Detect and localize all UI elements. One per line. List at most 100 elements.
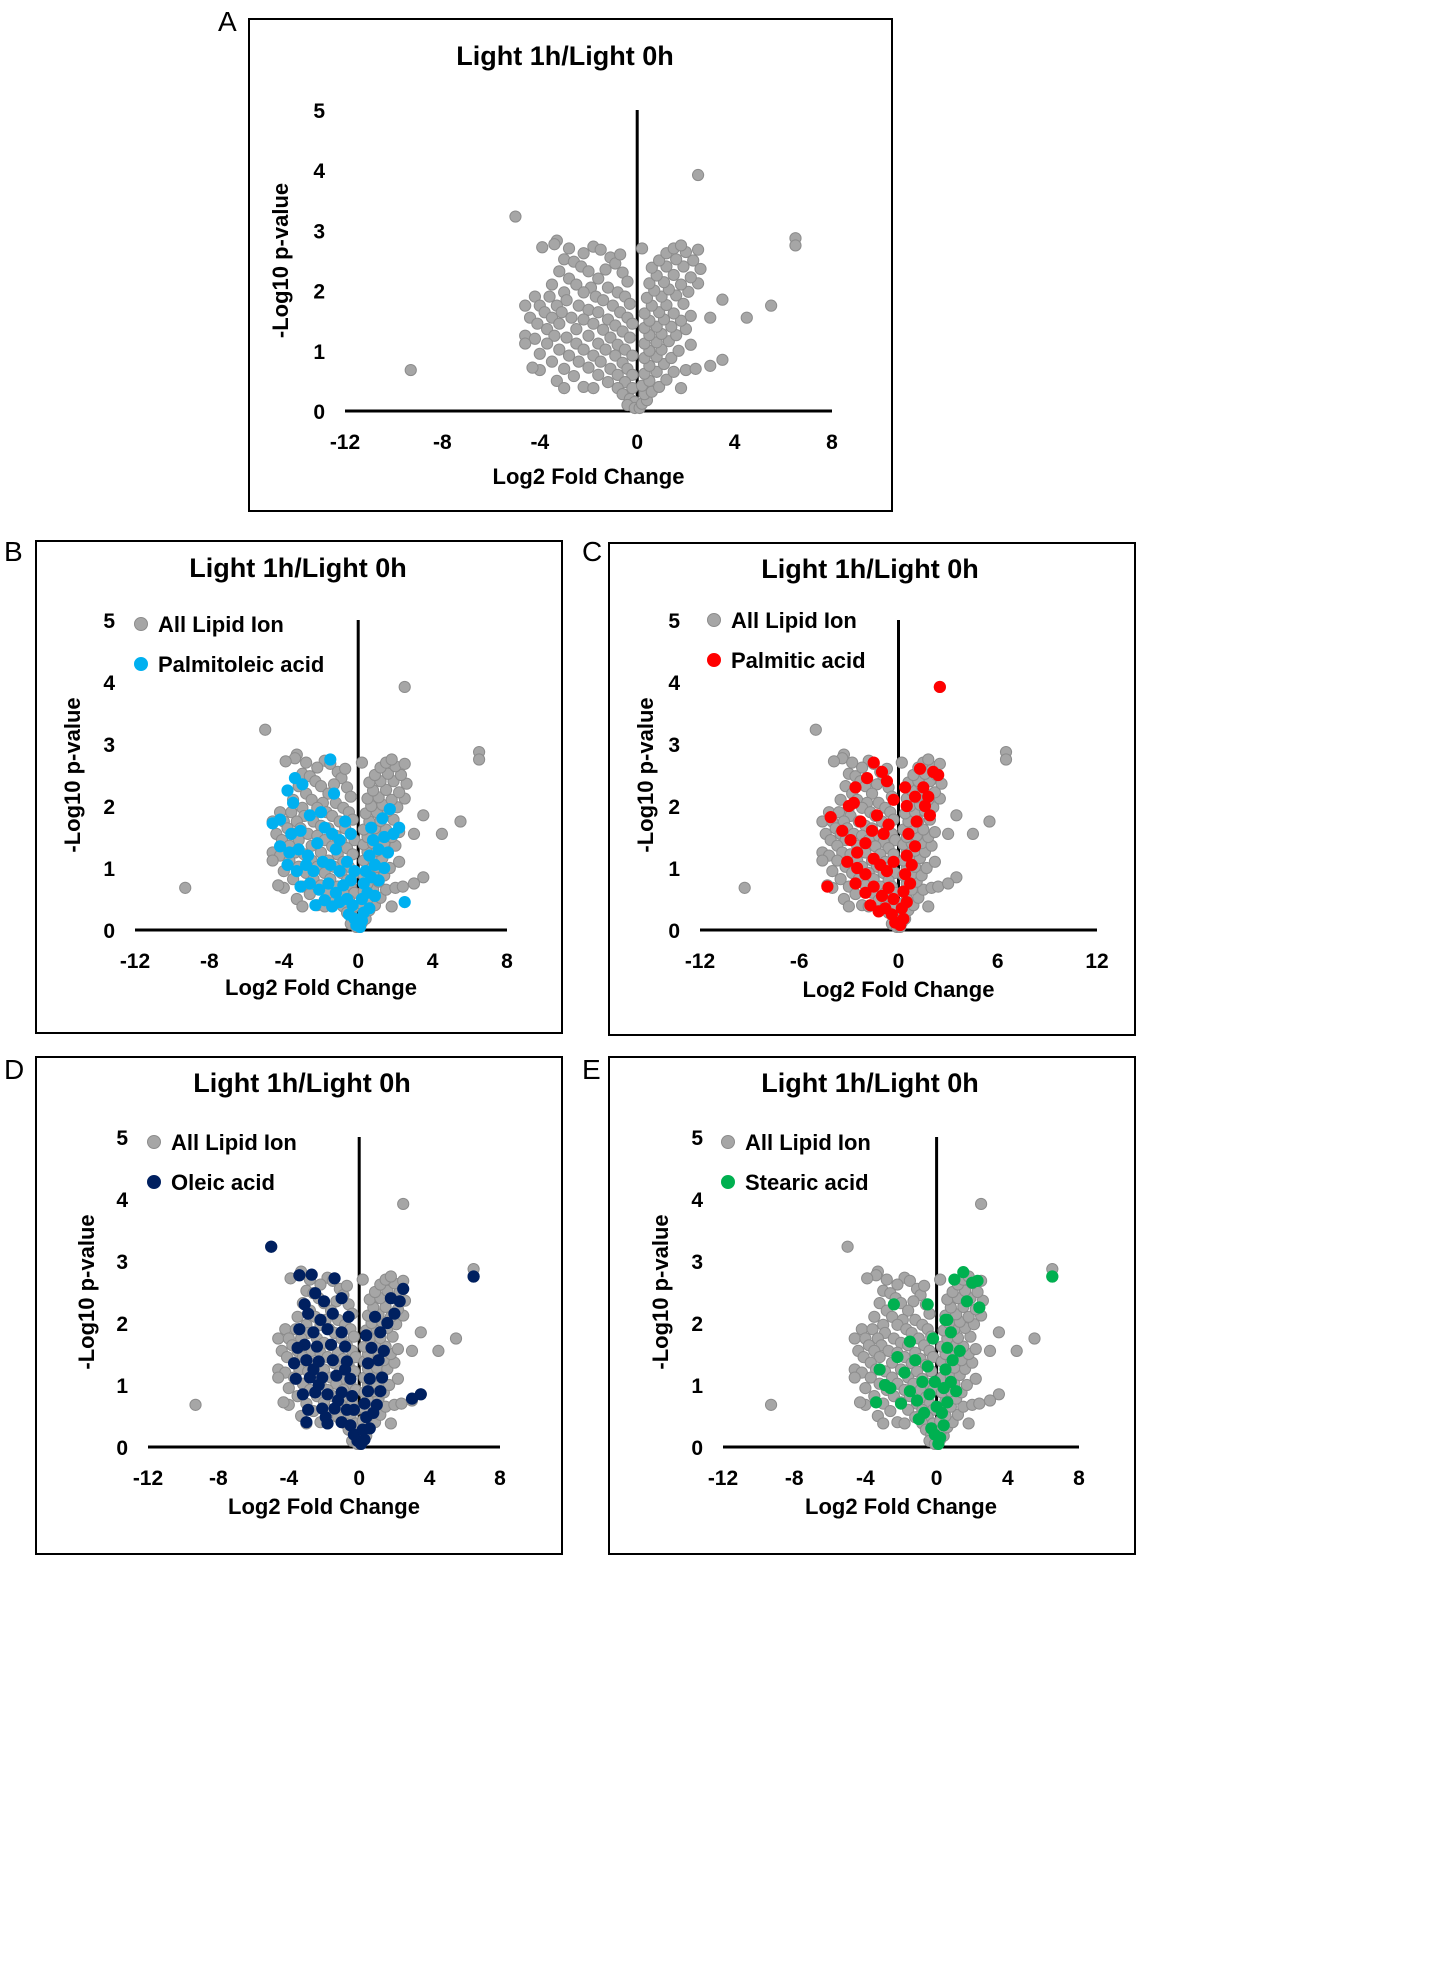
panel-a-all-lipid-point	[765, 299, 778, 312]
panel-b-all-lipid-point	[296, 900, 309, 913]
panel-c-palmitic-point	[875, 889, 889, 903]
panel-b-all-lipid-point	[380, 783, 393, 796]
panel-c-all-lipid-point	[834, 873, 847, 886]
panel-c-all-lipid-point	[865, 787, 879, 800]
panel-d-x-tick-label: -12	[133, 1467, 163, 1490]
panel-a-all-lipid-point	[545, 355, 559, 368]
panel-a-all-lipid-point	[548, 329, 561, 342]
panel-d-all-lipid-point	[384, 1270, 397, 1283]
panel-e-y-tick-label: 3	[691, 1251, 703, 1274]
panel-d-oleic-point	[302, 1403, 315, 1416]
panel-a-all-lipid-point	[667, 307, 680, 320]
panel-d-legend-marker	[147, 1135, 161, 1149]
panel-d-legend-label: Oleic acid	[171, 1170, 275, 1195]
panel-b-palmitoleic-point	[398, 896, 411, 909]
panel-d-oleic-point	[370, 1398, 383, 1411]
panel-a-all-lipid-point	[672, 344, 685, 357]
panel-e-stearic-point	[960, 1295, 973, 1308]
panel-e-stearic-point	[948, 1273, 961, 1286]
panel-a-all-lipid-point	[601, 376, 615, 389]
panel-d-x-label: Log2 Fold Change	[228, 1494, 420, 1519]
panel-e-stearic-point	[903, 1385, 917, 1398]
panel-a-title: Light 1h/Light 0h	[456, 41, 673, 71]
panel-c-all-lipid-point	[846, 756, 859, 769]
panel-e-stearic-point	[971, 1274, 984, 1287]
panel-c-palmitic-point	[821, 880, 834, 893]
panel-e-legend-marker	[721, 1135, 735, 1149]
panel-a-all-lipid-point	[694, 262, 707, 276]
panel-b-palmitoleic-point	[329, 843, 342, 856]
panel-a-all-lipid-point	[582, 329, 595, 342]
panel-e-y-label: -Log10 p-value	[648, 1214, 673, 1369]
panel-e-stearic-point	[944, 1375, 957, 1389]
panel-c-palmitic-point	[887, 793, 900, 806]
panel-d-oleic-point	[289, 1372, 302, 1385]
panel-d-oleic-point	[346, 1390, 359, 1403]
panel-a-all-lipid-point	[562, 349, 576, 362]
panel-d-oleic-point	[347, 1403, 361, 1416]
panel-d-x-tick-label: 4	[424, 1467, 436, 1490]
panel-d-all-lipid-point	[386, 1330, 399, 1343]
panel-d-oleic-point	[310, 1340, 324, 1353]
panel-b-palmitoleic-point	[372, 874, 385, 887]
panel-a-all-lipid-point	[560, 294, 573, 307]
panel-e-all-lipid-point	[934, 1273, 947, 1286]
panel-d-oleic-point	[302, 1307, 315, 1320]
panel-a-y-tick-label: 1	[313, 341, 325, 364]
panel-d-oleic-point	[339, 1340, 352, 1353]
panel-e-y-tick-label: 4	[691, 1189, 703, 1212]
panel-d-oleic-point	[326, 1354, 339, 1367]
panel-c-palmitic-point	[851, 861, 864, 875]
panel-a-y-label: -Log10 p-value	[268, 183, 293, 338]
panel-c-all-lipid-point	[856, 761, 869, 774]
panel-d-oleic-point	[324, 1338, 338, 1351]
panel-c-palmitic-point	[859, 868, 872, 881]
panel-b-palmitoleic-point	[324, 753, 337, 766]
panel-e-all-lipid-point	[992, 1388, 1006, 1401]
panel-b-title: Light 1h/Light 0h	[189, 553, 406, 583]
panel-c-palmitic-point	[880, 865, 894, 878]
panel-b-palmitoleic-point	[290, 865, 303, 878]
panel-a-all-lipid-point	[691, 243, 705, 256]
panel-b-legend-marker	[134, 657, 148, 671]
panel-a-all-lipid-point	[604, 331, 617, 344]
panel-c-palmitic-point	[905, 858, 918, 872]
panel-d-oleic-point	[405, 1392, 419, 1405]
panel-d-oleic-point	[328, 1272, 341, 1285]
panel-c-palmitic-point	[902, 827, 915, 841]
panel-e-all-lipid-point	[868, 1310, 881, 1323]
panel-e-all-lipid-point	[964, 1330, 977, 1343]
panel-a-all-lipid-point	[687, 254, 700, 267]
panel-d-oleic-point	[381, 1316, 394, 1330]
panel-b-all-lipid-point	[454, 815, 467, 828]
panel-e-stearic-point	[923, 1388, 936, 1401]
panel-e-all-lipid-point	[866, 1323, 879, 1336]
panel-d-all-lipid-point	[395, 1397, 408, 1410]
panel-e-all-lipid-point	[898, 1417, 911, 1430]
panel-b-all-lipid-point	[398, 680, 411, 694]
panel-e-all-lipid-point	[848, 1332, 861, 1345]
panel-a-all-lipid-point	[531, 317, 544, 330]
panel-b-palmitoleic-point	[296, 778, 309, 791]
panel-a-all-lipid-point	[550, 374, 563, 387]
panel-b-palmitoleic-point	[303, 877, 316, 890]
panel-d-oleic-point	[321, 1323, 334, 1336]
panel-c-palmitic-point	[922, 790, 935, 803]
panel-c-palmitic-point	[860, 772, 874, 785]
panel-e-stearic-point	[909, 1354, 922, 1367]
panel-e-stearic-point	[935, 1406, 949, 1420]
panel-d-all-lipid-point	[379, 1300, 392, 1313]
panel-b-palmitoleic-point	[294, 824, 307, 837]
panel-b-all-lipid-point	[398, 757, 411, 770]
panel-b-all-lipid-point	[259, 723, 272, 736]
panel-c-palmitic-point	[849, 781, 862, 794]
panel-d-oleic-point	[388, 1307, 401, 1320]
panel-d-oleic-point	[321, 1388, 334, 1401]
panel-b-palmitoleic-point	[309, 899, 322, 912]
panel-c-palmitic-point	[854, 815, 867, 828]
panel-c-all-lipid-point	[922, 753, 935, 766]
panel-c-palmitic-point	[913, 762, 927, 775]
panel-a-all-lipid-point	[536, 241, 549, 254]
panel-c-palmitic-point	[865, 824, 879, 837]
panel-c-all-lipid-point	[834, 793, 847, 806]
